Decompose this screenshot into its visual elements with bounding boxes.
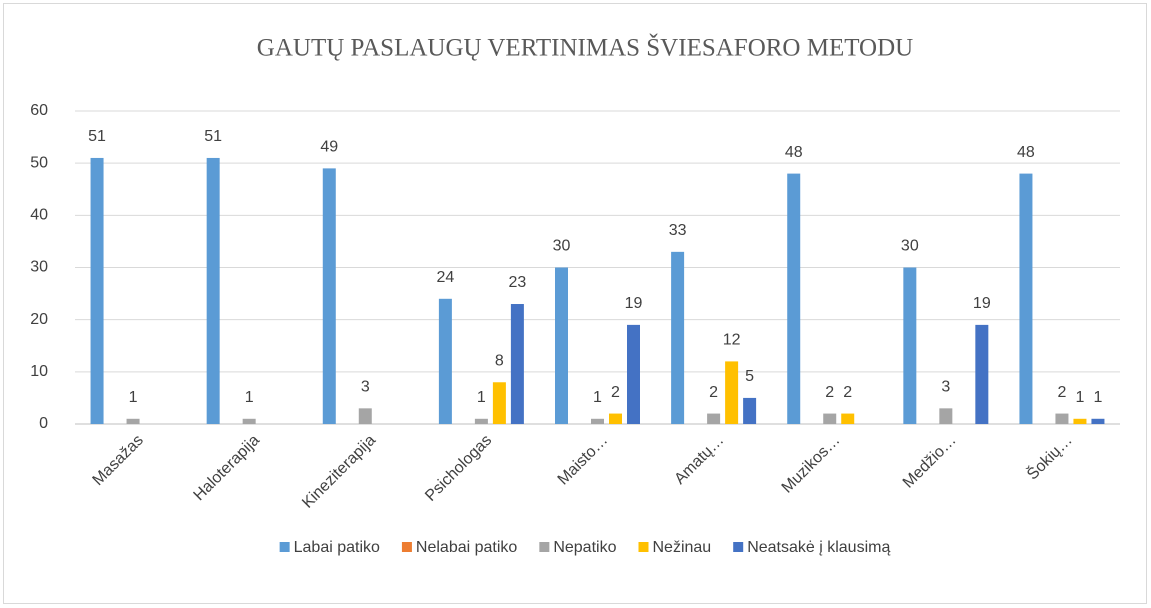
chart-frame [3,3,1147,604]
bar [841,413,855,424]
data-label: 1 [1075,389,1084,406]
data-label: 2 [709,384,718,401]
bar [975,324,989,424]
data-label: 12 [723,332,741,349]
data-label: 48 [785,144,803,161]
data-label: 1 [477,389,486,406]
bar [474,418,488,424]
data-label: 51 [204,128,222,145]
bar [787,173,801,424]
bar [126,418,140,424]
data-label: 1 [1093,389,1102,406]
data-label: 51 [88,128,106,145]
legend-label: Nežinau [652,539,711,556]
data-label: 8 [495,352,504,369]
y-tick-label: 50 [30,154,48,171]
bar [358,408,372,424]
legend-swatch [539,542,550,552]
y-tick-label: 0 [39,415,48,432]
y-tick-label: 20 [30,311,48,328]
bar [206,157,220,424]
legend-label: Labai patiko [294,539,380,556]
data-label: 30 [901,238,919,255]
bar [823,413,837,424]
y-tick-label: 30 [30,259,48,276]
chart-title: GAUTŲ PASLAUGŲ VERTINIMAS ŠVIESAFORO MET… [257,33,913,62]
data-label: 3 [361,379,370,396]
bar [90,157,104,424]
legend-label: Nepatiko [553,539,616,556]
bar [1055,413,1069,424]
bar [242,418,256,424]
legend-swatch [733,542,744,552]
y-tick-label: 40 [30,207,48,224]
data-label: 2 [611,384,620,401]
bar [707,413,721,424]
bar [1091,418,1105,424]
data-label: 24 [436,269,454,286]
bar [627,324,640,424]
data-label: 49 [320,139,338,156]
data-label: 3 [941,379,950,396]
bar [609,413,622,424]
data-label: 23 [508,274,526,291]
data-label: 2 [843,384,852,401]
bar [1073,418,1087,424]
data-label: 1 [245,389,254,406]
legend-swatch [401,542,412,552]
y-tick-label: 10 [30,363,48,380]
data-label: 1 [593,389,602,406]
legend-label: Nelabai patiko [416,539,518,556]
bar [591,418,604,424]
bar [438,298,452,424]
legend-swatch [279,542,290,552]
bar [492,382,506,424]
bar [743,397,757,424]
bar [1019,173,1033,424]
y-tick-label: 60 [30,102,48,119]
bar [555,267,568,424]
bar [671,251,685,424]
legend-label: Neatsakė į klausimą [747,539,890,556]
data-label: 33 [669,222,687,239]
bar [903,267,917,424]
data-label: 1 [129,389,138,406]
data-label: 2 [1057,384,1066,401]
data-label: 2 [825,384,834,401]
bar [939,408,953,424]
bar [510,304,524,424]
bar [322,168,336,424]
data-label: 19 [973,295,991,312]
data-label: 19 [625,295,643,312]
legend-swatch [638,542,649,552]
data-label: 5 [745,368,754,385]
data-label: 48 [1017,144,1035,161]
bar [725,361,739,424]
data-label: 30 [553,238,571,255]
